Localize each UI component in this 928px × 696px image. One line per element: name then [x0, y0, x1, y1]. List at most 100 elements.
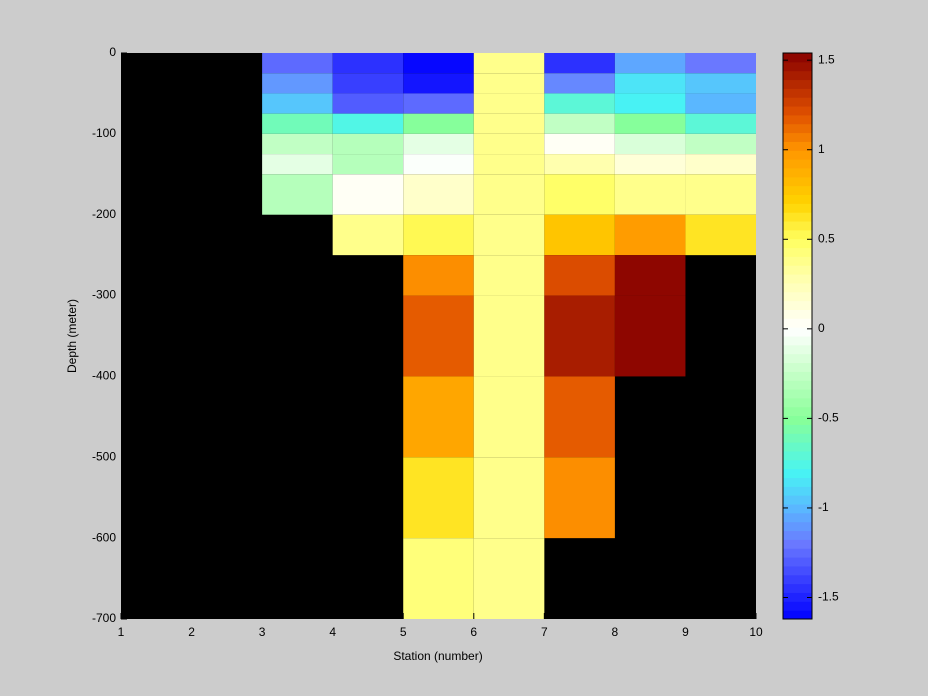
colorbar-swatch — [783, 70, 812, 81]
heatmap-cell — [544, 457, 615, 539]
colorbar-swatch — [783, 592, 812, 602]
heatmap-cell — [685, 73, 756, 94]
heatmap-cell — [262, 133, 333, 155]
colorbar-swatch — [783, 159, 812, 169]
heatmap-cell — [685, 113, 756, 134]
heatmap-cell — [332, 73, 404, 94]
colorbar-swatch — [783, 256, 812, 266]
y-tick-label: -700 — [92, 611, 116, 625]
colorbar-tick-label: 0 — [818, 321, 825, 335]
heatmap-cell — [262, 113, 333, 134]
colorbar-swatch — [783, 212, 812, 222]
heatmap-cell — [685, 133, 756, 155]
heatmap-cell — [332, 214, 404, 256]
heatmap-cell — [544, 214, 615, 256]
colorbar-swatch — [783, 344, 812, 355]
x-tick-label: 7 — [541, 625, 548, 639]
heatmap-cell — [614, 133, 686, 155]
heatmap-cell — [473, 174, 545, 215]
heatmap-cell — [332, 93, 404, 114]
heatmap-cell — [473, 376, 545, 458]
colorbar-tick-label: -1 — [818, 500, 829, 514]
heatmap-cell — [262, 174, 333, 215]
colorbar-swatch — [783, 203, 812, 213]
heatmap-cell — [614, 53, 686, 74]
colorbar-swatch — [783, 353, 812, 364]
colorbar-swatch — [783, 397, 812, 408]
heatmap-cell — [473, 93, 545, 114]
colorbar-tick-label: 1.5 — [818, 52, 835, 66]
colorbar-swatch — [783, 282, 812, 293]
x-tick-label: 6 — [470, 625, 477, 639]
heatmap-cell — [403, 457, 474, 539]
heatmap-cell — [332, 174, 404, 215]
y-tick-label: -400 — [92, 369, 116, 383]
colorbar-swatch — [783, 79, 812, 89]
x-tick-label: 2 — [188, 625, 195, 639]
colorbar-swatch — [783, 141, 812, 151]
heatmap-cell — [685, 174, 756, 215]
colorbar-swatch — [783, 106, 812, 116]
heatmap-cell — [473, 295, 545, 377]
colorbar-swatch — [783, 530, 812, 540]
colorbar-swatch — [783, 371, 812, 381]
colorbar-swatch — [783, 336, 812, 346]
heatmap-cell — [685, 154, 756, 175]
heatmap-cell — [262, 73, 333, 94]
colorbar-tick-label: -1.5 — [818, 590, 839, 604]
colorbar-swatch — [783, 512, 812, 523]
heatmap-cell — [685, 214, 756, 256]
y-tick-label: -600 — [92, 530, 116, 544]
colorbar-swatch — [783, 389, 812, 399]
heatmap-cell — [473, 133, 545, 155]
colorbar-swatch — [783, 442, 812, 452]
heatmap-cell — [473, 255, 545, 296]
colorbar-swatch — [783, 176, 812, 187]
heatmap-cell — [614, 73, 686, 94]
x-tick-label: 3 — [259, 625, 266, 639]
heatmap-cell — [403, 154, 474, 175]
heatmap-cell — [544, 73, 615, 94]
colorbar-swatch — [783, 477, 812, 487]
colorbar-swatch — [783, 221, 812, 231]
y-tick-label: -500 — [92, 449, 116, 463]
colorbar-swatch — [783, 53, 812, 63]
colorbar-swatch — [783, 601, 812, 611]
heatmap-cell — [473, 113, 545, 134]
heatmap-cell — [544, 376, 615, 458]
colorbar-swatch — [783, 557, 812, 567]
heatmap-cell — [403, 538, 474, 619]
heatmap-cell — [473, 154, 545, 175]
colorbar-tick-label: -0.5 — [818, 411, 839, 425]
heatmap-cell — [403, 214, 474, 256]
colorbar-tick-label: 1 — [818, 142, 825, 156]
heatmap-cell — [614, 214, 686, 256]
colorbar-frame — [782, 52, 813, 620]
heatmap-cell — [332, 154, 404, 175]
heatmap-cell — [473, 214, 545, 256]
heatmap-cell — [544, 295, 615, 377]
colorbar-swatch — [783, 247, 812, 257]
y-tick-label: -100 — [92, 126, 116, 140]
colorbar-swatch — [783, 61, 812, 72]
x-tick-label: 1 — [118, 625, 125, 639]
colorbar-swatch — [783, 486, 812, 496]
colorbar-swatch — [783, 583, 812, 593]
colorbar-swatch — [783, 521, 812, 532]
colorbar-swatch — [783, 450, 812, 461]
heatmap-cell — [262, 93, 333, 114]
heatmap-cell — [473, 538, 545, 619]
colorbar-swatch — [783, 132, 812, 142]
heatmap-cell — [403, 295, 474, 377]
heatmap-cell — [403, 93, 474, 114]
colorbar-swatch — [783, 194, 812, 204]
heatmap-cell — [544, 154, 615, 175]
colorbar-swatch — [783, 167, 812, 178]
colorbar-swatch — [783, 459, 812, 470]
colorbar-swatch — [783, 229, 812, 240]
colorbar-swatch — [783, 327, 812, 337]
heatmap-cell — [332, 133, 404, 155]
heatmap-cell — [544, 53, 615, 74]
